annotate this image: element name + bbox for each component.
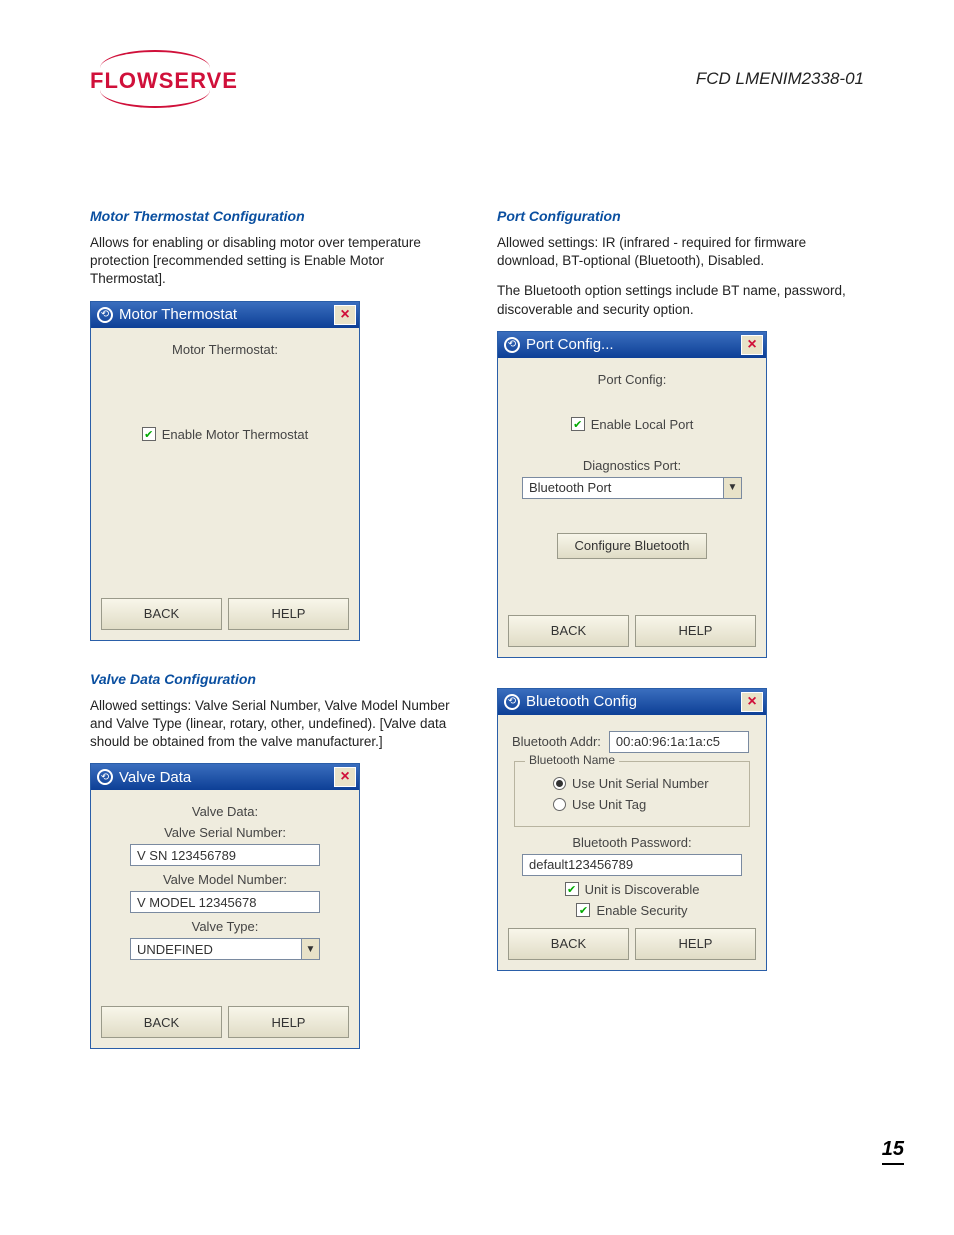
diagnostics-port-select[interactable] <box>522 477 742 499</box>
port-config-heading: Port Configuration <box>497 208 864 224</box>
port-config-desc-2: The Bluetooth option settings include BT… <box>497 282 864 318</box>
enable-local-port-checkbox[interactable]: ✔ <box>571 417 585 431</box>
enable-security-label: Enable Security <box>596 903 687 918</box>
dialog-title: Motor Thermostat <box>119 306 237 323</box>
motor-thermostat-desc: Allows for enabling or disabling motor o… <box>90 234 457 289</box>
app-icon: ⟲ <box>97 307 113 323</box>
bluetooth-password-label: Bluetooth Password: <box>508 835 756 850</box>
bluetooth-password-input[interactable] <box>522 854 742 876</box>
help-button[interactable]: HELP <box>228 1006 349 1038</box>
port-config-desc-1: Allowed settings: IR (infrared - require… <box>497 234 864 270</box>
close-icon[interactable]: × <box>334 767 356 787</box>
bluetooth-addr-input[interactable] <box>609 731 749 753</box>
valve-sn-label: Valve Serial Number: <box>101 825 349 840</box>
use-unit-tag-radio[interactable] <box>553 798 566 811</box>
bluetooth-name-group: Bluetooth Name Use Unit Serial Number Us… <box>514 761 750 827</box>
chevron-down-icon[interactable]: ▼ <box>301 939 319 959</box>
dialog-title: Bluetooth Config <box>526 693 637 710</box>
close-icon[interactable]: × <box>741 692 763 712</box>
help-button[interactable]: HELP <box>228 598 349 630</box>
unit-discoverable-label: Unit is Discoverable <box>585 882 700 897</box>
use-unit-tag-label: Use Unit Tag <box>572 797 646 812</box>
bluetooth-addr-label: Bluetooth Addr: <box>512 734 601 749</box>
port-config-dialog: ⟲ Port Config... × Port Config: ✔ Enable… <box>497 331 767 658</box>
help-button[interactable]: HELP <box>635 928 756 960</box>
dialog-title: Valve Data <box>119 769 191 786</box>
document-id: FCD LMENIM2338-01 <box>696 69 864 89</box>
enable-motor-thermostat-checkbox[interactable]: ✔ <box>142 427 156 441</box>
dialog-titlebar: ⟲ Motor Thermostat × <box>91 302 359 328</box>
back-button[interactable]: BACK <box>508 615 629 647</box>
bluetooth-name-legend: Bluetooth Name <box>525 753 619 767</box>
page-number: 15 <box>882 1138 904 1165</box>
valve-model-label: Valve Model Number: <box>101 872 349 887</box>
unit-discoverable-checkbox[interactable]: ✔ <box>565 882 579 896</box>
enable-motor-thermostat-label: Enable Motor Thermostat <box>162 427 308 442</box>
valve-sn-input[interactable] <box>130 844 320 866</box>
app-icon: ⟲ <box>504 694 520 710</box>
configure-bluetooth-button[interactable]: Configure Bluetooth <box>557 533 707 559</box>
back-button[interactable]: BACK <box>101 598 222 630</box>
close-icon[interactable]: × <box>334 305 356 325</box>
app-icon: ⟲ <box>97 769 113 785</box>
valve-data-dialog: ⟲ Valve Data × Valve Data: Valve Serial … <box>90 763 360 1049</box>
motor-thermostat-dialog: ⟲ Motor Thermostat × Motor Thermostat: ✔… <box>90 301 360 641</box>
bluetooth-config-dialog: ⟲ Bluetooth Config × Bluetooth Addr: Blu… <box>497 688 767 971</box>
motor-thermostat-heading: Motor Thermostat Configuration <box>90 208 457 224</box>
enable-security-checkbox[interactable]: ✔ <box>576 903 590 917</box>
diagnostics-port-label: Diagnostics Port: <box>508 458 756 473</box>
dialog-titlebar: ⟲ Valve Data × <box>91 764 359 790</box>
app-icon: ⟲ <box>504 337 520 353</box>
left-column: Motor Thermostat Configuration Allows fo… <box>90 208 457 1079</box>
valve-data-heading: Valve Data Configuration <box>90 671 457 687</box>
valve-data-desc: Allowed settings: Valve Serial Number, V… <box>90 697 457 752</box>
enable-local-port-label: Enable Local Port <box>591 417 694 432</box>
valve-type-label: Valve Type: <box>101 919 349 934</box>
valve-type-select[interactable] <box>130 938 320 960</box>
chevron-down-icon[interactable]: ▼ <box>723 478 741 498</box>
help-button[interactable]: HELP <box>635 615 756 647</box>
port-config-label: Port Config: <box>508 372 756 387</box>
use-serial-number-radio[interactable] <box>553 777 566 790</box>
dialog-title: Port Config... <box>526 336 614 353</box>
right-column: Port Configuration Allowed settings: IR … <box>497 208 864 1079</box>
logo-text: FLOWSERVE <box>90 68 238 93</box>
logo-arc-icon <box>100 50 210 68</box>
valve-model-input[interactable] <box>130 891 320 913</box>
flowserve-logo: FLOWSERVE <box>90 50 238 108</box>
motor-thermostat-label: Motor Thermostat: <box>101 342 349 357</box>
valve-data-label: Valve Data: <box>101 804 349 819</box>
close-icon[interactable]: × <box>741 335 763 355</box>
dialog-titlebar: ⟲ Bluetooth Config × <box>498 689 766 715</box>
dialog-titlebar: ⟲ Port Config... × <box>498 332 766 358</box>
page-header: FLOWSERVE FCD LMENIM2338-01 <box>90 50 864 108</box>
use-serial-number-label: Use Unit Serial Number <box>572 776 709 791</box>
back-button[interactable]: BACK <box>101 1006 222 1038</box>
back-button[interactable]: BACK <box>508 928 629 960</box>
